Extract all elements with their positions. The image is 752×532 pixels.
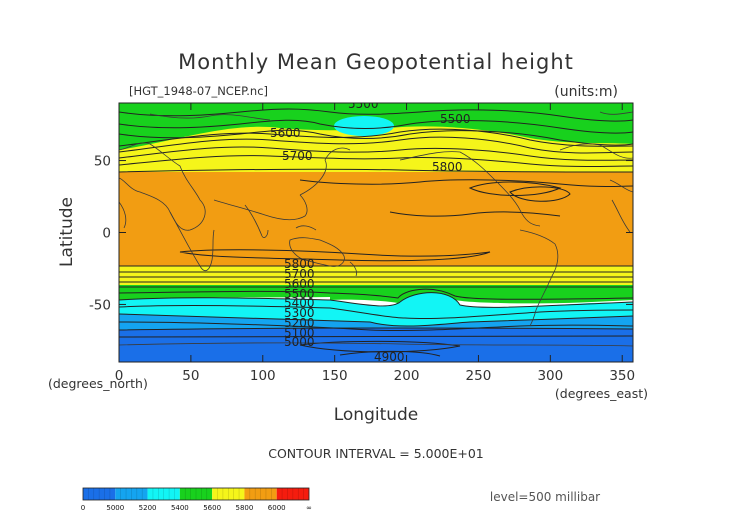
band-5600-5800-north: [119, 126, 633, 180]
y-tick-label: -50: [89, 297, 111, 313]
x-axis: 0 50 100 150 200 250 300 350: [115, 103, 635, 384]
contour-interval-text: CONTOUR INTERVAL = 5.000E+01: [268, 446, 484, 461]
plot-area: 5500 5500 5600 5700 5800 5800 5700 5600 …: [119, 97, 633, 364]
y-axis: 50 0 -50: [89, 154, 633, 313]
colorbar-swatch: [115, 488, 148, 500]
south-pacific-ridge-green: [330, 289, 560, 304]
colorbar-swatch: [244, 488, 277, 500]
colorbar-tick-label: ∞: [306, 504, 312, 512]
colorbar-tick-label: 5800: [236, 504, 254, 512]
colorbar-tick-label: 5600: [203, 504, 221, 512]
x-tick-label: 300: [537, 368, 563, 384]
coastlines: [119, 111, 633, 347]
contour-label: 5500: [348, 97, 379, 111]
contour-label: 5300: [284, 306, 315, 320]
x-tick-label: 150: [322, 368, 348, 384]
contour-label: 5200: [284, 316, 315, 330]
contour-label-group: 5500 5500 5600 5700 5800 5800 5700 5600 …: [270, 97, 471, 364]
polar-low-cell: [334, 116, 394, 136]
band-5400-5600-south: [119, 285, 633, 304]
chart-title: Monthly Mean Geopotential height: [178, 50, 574, 74]
x-tick-label: 100: [250, 368, 276, 384]
y-tick-label: 0: [102, 226, 111, 242]
colorbar-tick-label: 0: [81, 504, 85, 512]
y-axis-title: Latitude: [57, 197, 77, 267]
south-pacific-ridge: [394, 290, 456, 322]
y-tick-label: 50: [94, 154, 111, 170]
x-tick-label: 0: [115, 368, 124, 384]
contour-label: 5800: [432, 160, 463, 174]
x-axis-title: Longitude: [334, 405, 419, 425]
colorbar-tick-label: 5200: [139, 504, 157, 512]
colorbar-swatch: [276, 488, 309, 500]
x-tick-label: 350: [609, 368, 635, 384]
x-axis-units: (degrees_east): [555, 386, 648, 401]
x-tick-label: 250: [466, 368, 492, 384]
colorbar-swatch: [83, 488, 116, 500]
colorbar-swatch: [147, 488, 180, 500]
contour-label: 5000: [284, 335, 315, 349]
band-5800-6000-north: [119, 172, 633, 272]
colorbar: 0 5000 5200 5400 5600 5800 6000 ∞: [81, 487, 312, 512]
x-tick-label: 50: [182, 368, 199, 384]
contour-label: 5600: [270, 126, 301, 140]
colorbar-tick-label: 5000: [106, 504, 124, 512]
colorbar-swatch: [179, 488, 213, 500]
colorbar-tick-label: 5400: [171, 504, 189, 512]
colorbar-tick-label: 6000: [268, 504, 286, 512]
file-label: [HGT_1948-07_NCEP.nc]: [129, 84, 268, 98]
contour-label: 5500: [284, 287, 315, 301]
contour-label: 5400: [284, 296, 315, 310]
contour-label: 5800: [284, 257, 315, 271]
x-tick-label: 200: [394, 368, 420, 384]
contour-label: 5600: [284, 277, 315, 291]
contour-label: 5700: [282, 149, 313, 163]
contour-label: 4900: [374, 350, 405, 364]
contour-label: 5500: [440, 112, 471, 126]
colorbar-swatch: [212, 488, 245, 500]
contour-lines: [119, 108, 633, 357]
units-label: (units:m): [554, 84, 618, 100]
y-axis-units: (degrees_north): [48, 376, 148, 391]
contour-label: 5100: [284, 326, 315, 340]
level-text: level=500 millibar: [490, 490, 600, 504]
contour-label: 5700: [284, 267, 315, 281]
